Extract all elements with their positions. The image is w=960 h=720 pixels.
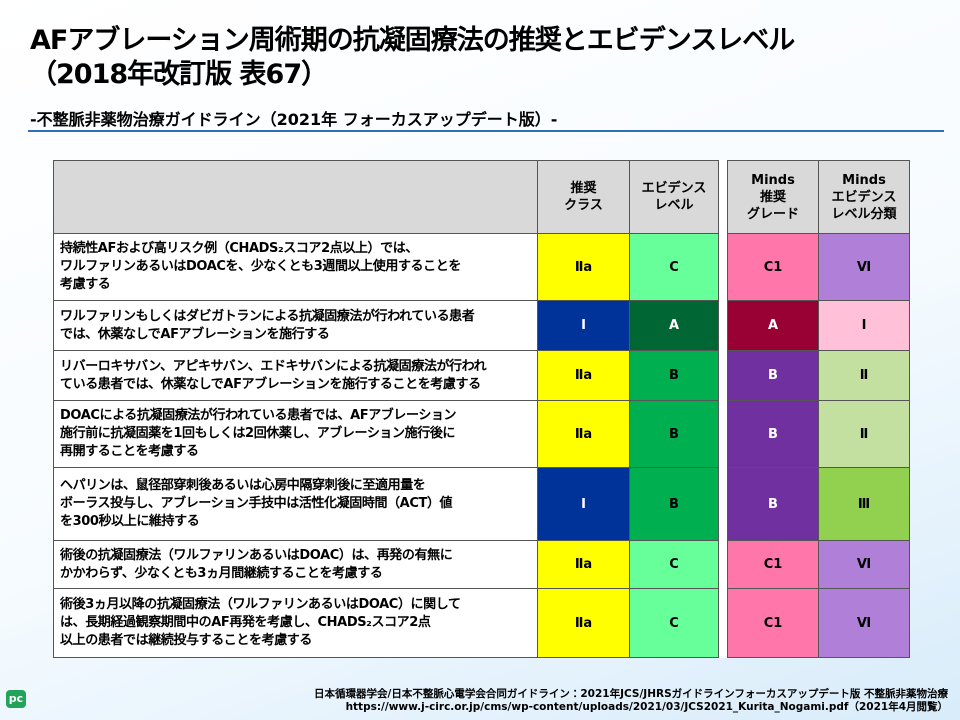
description-line: ボーラス投与し、アブレーション手技中は活性化凝固時間（ACT）値 bbox=[60, 496, 453, 511]
header-line: エビデンス bbox=[641, 181, 707, 196]
header-line: レベル分類 bbox=[831, 206, 897, 222]
rating-cell: B bbox=[629, 467, 719, 541]
description: 持続性AFおよび高リスク例（CHADS₂スコア2点以上）では、ワルファリンあるい… bbox=[53, 233, 538, 301]
header-row: 推奨 クラス エビデンス レベル Minds 推奨 グレード Minds エビデンス レベル分類 bbox=[53, 160, 910, 234]
rating-cell: I bbox=[537, 467, 630, 541]
description-line: かかわらず、少なくとも3ヵ月間継続することを考慮する bbox=[60, 565, 383, 581]
rating-cell: Ⅱ bbox=[818, 350, 910, 401]
rating-cell: Ⅵ bbox=[818, 588, 910, 658]
table-row: 持続性AFおよび高リスク例（CHADS₂スコア2点以上）では、ワルファリンあるい… bbox=[53, 233, 910, 301]
description-line: 術後の抗凝固療法（ワルファリンあるいはDOAC）は、再発の有無に bbox=[60, 547, 453, 563]
description-line: 施行前に抗凝固薬を1回もしくは2回休薬し、アブレーション施行後に bbox=[60, 426, 456, 441]
description: 術後の抗凝固療法（ワルファリンあるいはDOAC）は、再発の有無に かかわらず、少な… bbox=[53, 540, 538, 589]
table-row: 術後3ヵ月以降の抗凝固療法（ワルファリンあるいはDOAC）に関して は、長期経過観… bbox=[53, 588, 910, 658]
table-row: ワルファリンもしくはダビガトランによる抗凝固療法が行われている患者 では、休薬なし… bbox=[53, 300, 910, 351]
gap bbox=[718, 233, 728, 301]
rating-cell: Ⅱa bbox=[537, 400, 630, 468]
description-line: 術後3ヵ月以降の抗凝固療法（ワルファリンあるいはDOAC）に関して bbox=[60, 597, 461, 612]
description-line: ワルファリンあるいはDOACを、少なくとも3週間以上使用することを bbox=[60, 259, 461, 274]
rating-cell: C bbox=[629, 233, 719, 301]
description-line: 再開することを考慮する bbox=[60, 444, 199, 459]
citation: 日本循環器学会/日本不整脈心電学会合同ガイドライン：2021年JCS/JHRSガ… bbox=[314, 688, 948, 700]
rating-cell: C bbox=[629, 540, 719, 589]
rating-cell: C1 bbox=[727, 540, 819, 589]
header-cell: エビデンス レベル bbox=[629, 160, 719, 234]
gap bbox=[718, 540, 728, 589]
table-row: 術後の抗凝固療法（ワルファリンあるいはDOAC）は、再発の有無に かかわらず、少な… bbox=[53, 540, 910, 589]
header-line: エビデンス bbox=[831, 189, 897, 205]
rating-cell: B bbox=[629, 400, 719, 468]
title-line: AFアブレーション周術期の抗凝固療法の推奨とエビデンスレベル bbox=[30, 25, 795, 56]
gap bbox=[718, 300, 728, 351]
description-line: ている患者では、休薬なしでAFアブレーションを施行することを考慮する bbox=[60, 376, 481, 392]
gap bbox=[718, 467, 728, 541]
header-line: 推奨 bbox=[759, 189, 786, 205]
gap bbox=[718, 160, 728, 234]
description-line: 考慮する bbox=[60, 277, 111, 292]
table-row: DOACによる抗凝固療法が行われている患者では、AFアブレーション 施行前に抗凝固… bbox=[53, 400, 910, 468]
description-line: 以上の患者では継続投与することを考慮する bbox=[60, 633, 313, 648]
description-line: ヘパリンは、鼠径部穿刺後あるいは心房中隔穿刺後に至適用量を bbox=[60, 478, 426, 493]
recommendation-table: 推奨 クラス エビデンス レベル Minds 推奨 グレード Minds エビデンス レベル分類持… bbox=[53, 160, 910, 658]
rating-cell: Ⅱa bbox=[537, 540, 630, 589]
header-line: 推奨 bbox=[570, 181, 597, 196]
rating-cell: Ⅱa bbox=[537, 233, 630, 301]
rating-cell: Ⅵ bbox=[818, 233, 910, 301]
description-line: では、休薬なしでAFアブレーションを施行する bbox=[60, 326, 330, 342]
description-line: を300秒以上に維持する bbox=[60, 514, 200, 529]
header-line: Minds bbox=[751, 172, 795, 188]
description: DOACによる抗凝固療法が行われている患者では、AFアブレーション 施行前に抗凝固… bbox=[53, 400, 538, 468]
header-cell: Minds エビデンス レベル分類 bbox=[818, 160, 910, 234]
description: 術後3ヵ月以降の抗凝固療法（ワルファリンあるいはDOAC）に関して は、長期経過観… bbox=[53, 588, 538, 658]
logo: pc bbox=[6, 690, 26, 708]
rating-cell: Ⅲ bbox=[818, 467, 910, 541]
rating-cell: B bbox=[629, 350, 719, 401]
rating-cell: I bbox=[537, 300, 630, 351]
gap bbox=[718, 588, 728, 658]
description-line: ワルファリンもしくはダビガトランによる抗凝固療法が行われている患者 bbox=[60, 308, 475, 324]
description: リバーロキサバン、アピキサバン、エドキサバンによる抗凝固療法が行われ ている患者で… bbox=[53, 350, 538, 401]
rating-cell: B bbox=[727, 350, 819, 401]
subtitle: -不整脈非薬物治療ガイドライン（2021年 フォーカスアップデート版）- bbox=[30, 110, 558, 129]
description: ワルファリンもしくはダビガトランによる抗凝固療法が行われている患者 では、休薬なし… bbox=[53, 300, 538, 351]
header-cell: Minds 推奨 グレード bbox=[727, 160, 819, 234]
rating-cell: C1 bbox=[727, 588, 819, 658]
divider bbox=[28, 130, 944, 132]
header-cell bbox=[53, 160, 538, 234]
rating-cell: B bbox=[727, 400, 819, 468]
header-line: クラス bbox=[564, 198, 603, 213]
header-line: Minds bbox=[842, 172, 886, 188]
rating-cell: B bbox=[727, 467, 819, 541]
table-row: リバーロキサバン、アピキサバン、エドキサバンによる抗凝固療法が行われ ている患者で… bbox=[53, 350, 910, 401]
rating-cell: A bbox=[727, 300, 819, 351]
rating-cell: A bbox=[629, 300, 719, 351]
footer: 日本循環器学会/日本不整脈心電学会合同ガイドライン：2021年JCS/JHRSガ… bbox=[314, 688, 948, 714]
description-line: DOACによる抗凝固療法が行われている患者では、AFアブレーション bbox=[60, 408, 457, 423]
description-line: リバーロキサバン、アピキサバン、エドキサバンによる抗凝固療法が行われ bbox=[60, 358, 487, 374]
rating-cell: Ⅱa bbox=[537, 350, 630, 401]
header-line: グレード bbox=[746, 206, 799, 222]
gap bbox=[718, 350, 728, 401]
rating-cell: Ⅵ bbox=[818, 540, 910, 589]
gap bbox=[718, 400, 728, 468]
table-row: ヘパリンは、鼠径部穿刺後あるいは心房中隔穿刺後に至適用量をボーラス投与し、アブレ… bbox=[53, 467, 910, 541]
header-line: レベル bbox=[654, 198, 694, 213]
rating-cell: C bbox=[629, 588, 719, 658]
rating-cell: Ⅱa bbox=[537, 588, 630, 658]
header-cell: 推奨 クラス bbox=[537, 160, 630, 234]
description-line: 持続性AFおよび高リスク例（CHADS₂スコア2点以上）では、 bbox=[60, 241, 418, 256]
source-url: https://www.j-circ.or.jp/cms/wp-content/… bbox=[345, 701, 948, 713]
title: AFアブレーション周術期の抗凝固療法の推奨とエビデンスレベル （2018年改訂版… bbox=[30, 24, 795, 92]
rating-cell: I bbox=[818, 300, 910, 351]
rating-cell: Ⅱ bbox=[818, 400, 910, 468]
title-line: （2018年改訂版 表67） bbox=[30, 59, 328, 90]
description-line: は、長期経過観察期間中のAF再発を考慮し、CHADS₂スコア2点 bbox=[60, 615, 431, 630]
rating-cell: C1 bbox=[727, 233, 819, 301]
description: ヘパリンは、鼠径部穿刺後あるいは心房中隔穿刺後に至適用量をボーラス投与し、アブレ… bbox=[53, 467, 538, 541]
